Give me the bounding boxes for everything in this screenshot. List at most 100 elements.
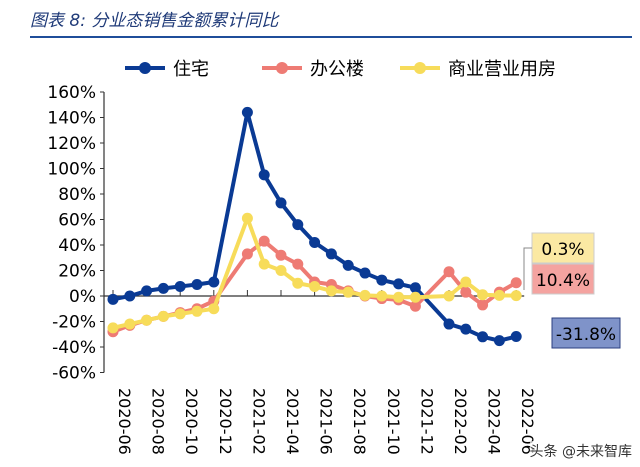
data-point [460,323,472,335]
data-point [275,265,287,276]
data-point [325,285,337,297]
data-point [124,318,136,330]
data-point [309,280,321,292]
x-tick-label: 2021-06 [317,388,336,455]
legend-marker [276,62,288,74]
x-tick-label: 2020-08 [149,388,168,455]
data-point [292,219,304,231]
label-leader [523,247,532,290]
data-point [208,276,220,288]
watermark: 头条 @未来智库 [529,441,632,461]
data-point [258,258,270,270]
data-point [393,278,405,290]
y-tick-label: 40% [58,236,96,256]
data-point [292,258,304,270]
chart-title: 图表 8: 分业态销售金额累计同比 [30,11,279,31]
data-point [359,267,371,279]
data-point [359,289,371,301]
end-value-label: 0.3% [541,240,584,260]
x-tick-label: 2020-06 [115,388,134,455]
y-tick-label: 20% [58,262,96,282]
x-tick-label: 2021-02 [249,388,268,455]
data-point [460,286,472,298]
end-value-box [551,317,621,349]
x-tick-label: 2022-02 [451,388,470,455]
y-tick-label: -20% [52,313,96,333]
legend-label: 住宅 [173,59,209,80]
legend-marker [414,62,426,74]
data-point [208,303,220,315]
legend-label: 商业营业用房 [448,59,556,80]
data-point [241,212,253,224]
data-point [510,277,522,289]
end-value-label: -31.8% [556,325,616,345]
end-value-box [531,263,595,295]
data-point [510,331,522,343]
data-point [376,290,388,302]
data-point [493,335,505,347]
x-tick-label: 2022-04 [485,388,504,455]
data-point [241,106,253,118]
data-point [409,282,421,294]
data-point [443,266,455,278]
data-point [325,248,337,260]
data-point [124,290,136,302]
data-point [477,289,489,301]
data-point [342,286,354,298]
y-tick-label: -60% [52,364,96,384]
data-point [157,310,169,322]
y-tick-label: 80% [58,185,96,205]
data-point [460,276,472,288]
y-tick-label: 140% [47,109,96,129]
data-point [493,289,505,301]
data-point [141,314,153,326]
data-point [376,274,388,286]
data-point [309,236,321,248]
x-tick-label: 2020-12 [216,388,235,455]
data-point [292,277,304,289]
data-point [275,197,287,209]
series-line-0 [112,110,517,343]
end-value-box [531,232,595,264]
data-point [275,249,287,261]
data-point [157,282,169,294]
y-tick-label: 0% [69,287,96,307]
x-tick-label: 2021-04 [283,388,302,455]
title-divider [30,36,632,38]
y-tick-label: 100% [47,160,96,180]
data-point [258,169,270,181]
data-point [191,279,203,291]
y-tick-label: -40% [52,338,96,358]
data-point [409,291,421,303]
data-point [241,248,253,260]
y-tick-label: 160% [47,83,96,103]
y-tick-label: 120% [47,134,96,154]
data-point [141,285,153,297]
data-point [443,290,455,302]
data-point [443,318,455,330]
data-point [174,280,186,292]
data-point [477,299,489,311]
data-point [174,308,186,320]
data-point [107,293,119,305]
data-point [477,331,489,343]
data-point [342,259,354,271]
x-tick-label: 2022-06 [518,388,537,455]
x-tick-label: 2021-12 [417,388,436,455]
data-point [258,235,270,247]
data-point [191,305,203,317]
y-tick-label: 60% [58,211,96,231]
series-line-2 [112,216,517,330]
data-point [409,300,421,312]
legend-marker [139,62,151,74]
end-value-label: 10.4% [536,271,590,291]
x-tick-label: 2020-10 [182,388,201,455]
data-point [510,290,522,302]
legend-label: 办公楼 [310,59,364,80]
x-tick-label: 2021-10 [384,388,403,455]
x-tick-label: 2021-08 [350,388,369,455]
data-point [393,291,405,303]
data-point [107,322,119,334]
